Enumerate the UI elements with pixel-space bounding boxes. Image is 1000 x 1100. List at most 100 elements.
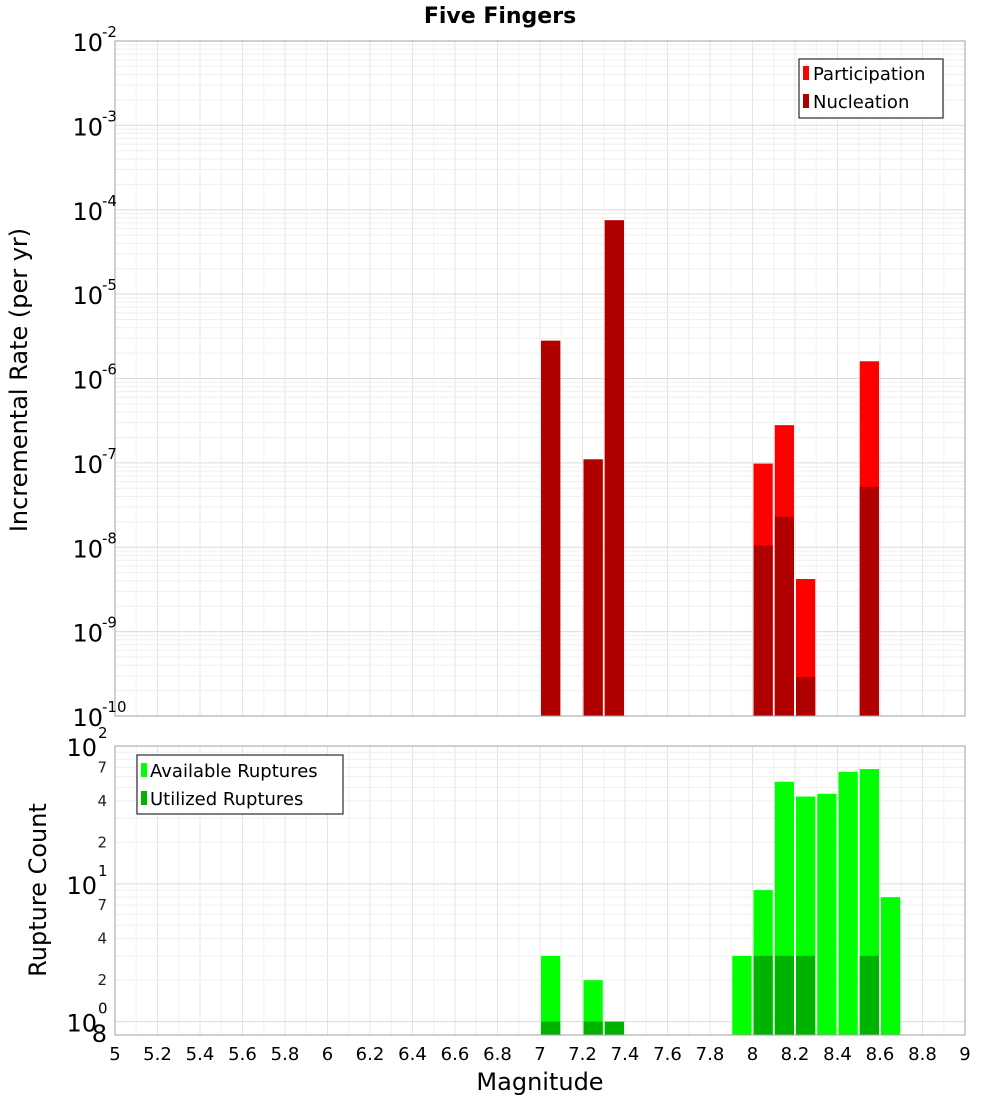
rate-y-tick-base-7: 10 — [72, 113, 103, 141]
rate-y-tick-base-0: 10 — [72, 704, 103, 732]
legend-swatch-available — [141, 763, 147, 777]
legend-label-utilized: Utilized Ruptures — [150, 789, 303, 810]
x-axis-label: Magnitude — [476, 1068, 603, 1096]
x-tick-label-11: 7.2 — [568, 1044, 597, 1065]
legend-swatch-utilized — [141, 791, 147, 805]
bar-available-ruptures-7 — [817, 793, 837, 1035]
bar-nucleation-1 — [583, 459, 603, 716]
x-tick-label-3: 5.6 — [228, 1044, 257, 1065]
rate-y-tick-0: 10 -10 — [72, 698, 126, 732]
x-tick-label-17: 8.4 — [823, 1044, 852, 1065]
chart-title: Five Fingers — [424, 4, 576, 29]
rate-y-tick-exp-1: -9 — [102, 614, 117, 632]
x-tick-label-4: 5.8 — [271, 1044, 300, 1065]
rate-y-tick-exp-3: -7 — [102, 445, 117, 463]
rate-y-tick-2: 10 -8 — [72, 529, 117, 563]
count-bars — [541, 769, 901, 1035]
count-y-minor-tick-5: 4 — [97, 792, 107, 810]
rate-y-tick-exp-7: -3 — [102, 107, 117, 125]
rate-y-tick-base-8: 10 — [72, 29, 103, 57]
rate-y-tick-5: 10 -5 — [72, 276, 117, 310]
count-y-axis-label: Rupture Count — [24, 803, 52, 977]
count-y-tick-0: 100 — [66, 1000, 107, 1038]
x-tick-label-14: 7.8 — [696, 1044, 725, 1065]
rate-y-tick-8: 10 -2 — [72, 23, 117, 57]
bar-nucleation-5 — [796, 676, 816, 716]
count-legend: Available Ruptures Utilized Ruptures — [136, 754, 344, 815]
rate-legend: Participation Nucleation — [798, 58, 944, 119]
rate-legend-box — [798, 58, 944, 119]
bar-available-ruptures-3 — [732, 955, 752, 1035]
rate-y-tick-1: 10 -9 — [72, 614, 117, 648]
bar-utilized-ruptures-5 — [796, 955, 816, 1035]
x-tick-label-7: 6.4 — [398, 1044, 427, 1065]
rate-y-tick-4: 10 -6 — [72, 361, 117, 395]
count-y-tick-1: 101 — [66, 862, 107, 900]
rate-y-tick-exp-2: -8 — [102, 529, 117, 547]
rate-y-tick-base-5: 10 — [72, 282, 103, 310]
count-y-minor-tick-4: 2 — [97, 833, 107, 851]
rate-y-tick-7: 10 -3 — [72, 107, 117, 141]
bar-nucleation-2 — [604, 220, 624, 717]
x-tick-label-10: 7 — [534, 1044, 545, 1065]
legend-label-available: Available Ruptures — [150, 761, 318, 782]
rate-y-tick-3: 10 -7 — [72, 445, 117, 479]
bar-utilized-ruptures-2 — [604, 1021, 624, 1035]
count-y-tick-exp-1: 1 — [98, 862, 108, 880]
rate-y-tick-exp-6: -4 — [102, 192, 117, 210]
x-tick-label-0: 5 — [109, 1044, 120, 1065]
rate-y-tick-exp-4: -6 — [102, 361, 117, 379]
count-gridlines — [114, 745, 966, 1035]
bar-utilized-ruptures-3 — [753, 955, 773, 1035]
count-legend-box — [136, 754, 344, 815]
x-tick-label-15: 8 — [747, 1044, 758, 1065]
count-y-minor-tick-2: 4 — [97, 930, 107, 948]
legend-swatch-participation — [803, 66, 809, 80]
rate-y-tick-base-1: 10 — [72, 620, 103, 648]
bar-utilized-ruptures-1 — [583, 1021, 603, 1035]
x-tick-label-1: 5.2 — [143, 1044, 172, 1065]
bar-nucleation-4 — [774, 516, 794, 716]
bar-available-ruptures-8 — [838, 771, 858, 1035]
x-tick-label-18: 8.6 — [866, 1044, 895, 1065]
x-tick-label-16: 8.2 — [781, 1044, 810, 1065]
count-y-tick-2: 102 — [66, 724, 107, 762]
x-tick-label-2: 5.4 — [186, 1044, 215, 1065]
bar-nucleation-0 — [541, 340, 561, 716]
bar-nucleation-6 — [859, 486, 879, 716]
rate-plot-border — [114, 40, 966, 717]
count-y-tick-exp-0: 0 — [98, 1000, 108, 1018]
count-y-minor-tick-6: 7 — [97, 758, 107, 776]
rate-bars — [541, 220, 879, 717]
x-tick-label-12: 7.4 — [611, 1044, 640, 1065]
legend-swatch-nucleation — [803, 94, 809, 108]
rate-y-tick-exp-0: -10 — [102, 698, 127, 716]
bar-utilized-ruptures-0 — [541, 1021, 561, 1035]
count-plot-border — [114, 745, 966, 1036]
legend-label-participation: Participation — [813, 64, 925, 85]
count-y-tick-base-2: 10 — [66, 734, 97, 762]
x-tick-label-8: 6.6 — [441, 1044, 470, 1065]
x-tick-label-19: 8.8 — [908, 1044, 937, 1065]
rate-y-tick-exp-5: -5 — [102, 276, 117, 294]
rate-y-tick-exp-8: -2 — [102, 23, 117, 41]
count-y-minor-tick-3: 7 — [97, 896, 107, 914]
bar-available-ruptures-0 — [541, 955, 561, 1035]
count-y-tick-base-1: 10 — [66, 872, 97, 900]
bar-available-ruptures-1 — [583, 980, 603, 1035]
x-tick-label-9: 6.8 — [483, 1044, 512, 1065]
count-y-minor-tick-0: 8 — [92, 1020, 107, 1048]
bar-available-ruptures-10 — [881, 897, 901, 1035]
count-y-tick-exp-2: 2 — [98, 724, 108, 742]
x-tick-label-5: 6 — [322, 1044, 333, 1065]
rate-y-axis-label: Incremental Rate (per yr) — [5, 228, 33, 532]
x-tick-label-13: 7.6 — [653, 1044, 682, 1065]
count-y-minor-tick-1: 2 — [97, 971, 107, 989]
bar-nucleation-3 — [753, 545, 773, 716]
rate-y-tick-base-4: 10 — [72, 367, 103, 395]
x-tick-label-20: 9 — [959, 1044, 970, 1065]
rate-y-tick-base-2: 10 — [72, 535, 103, 563]
